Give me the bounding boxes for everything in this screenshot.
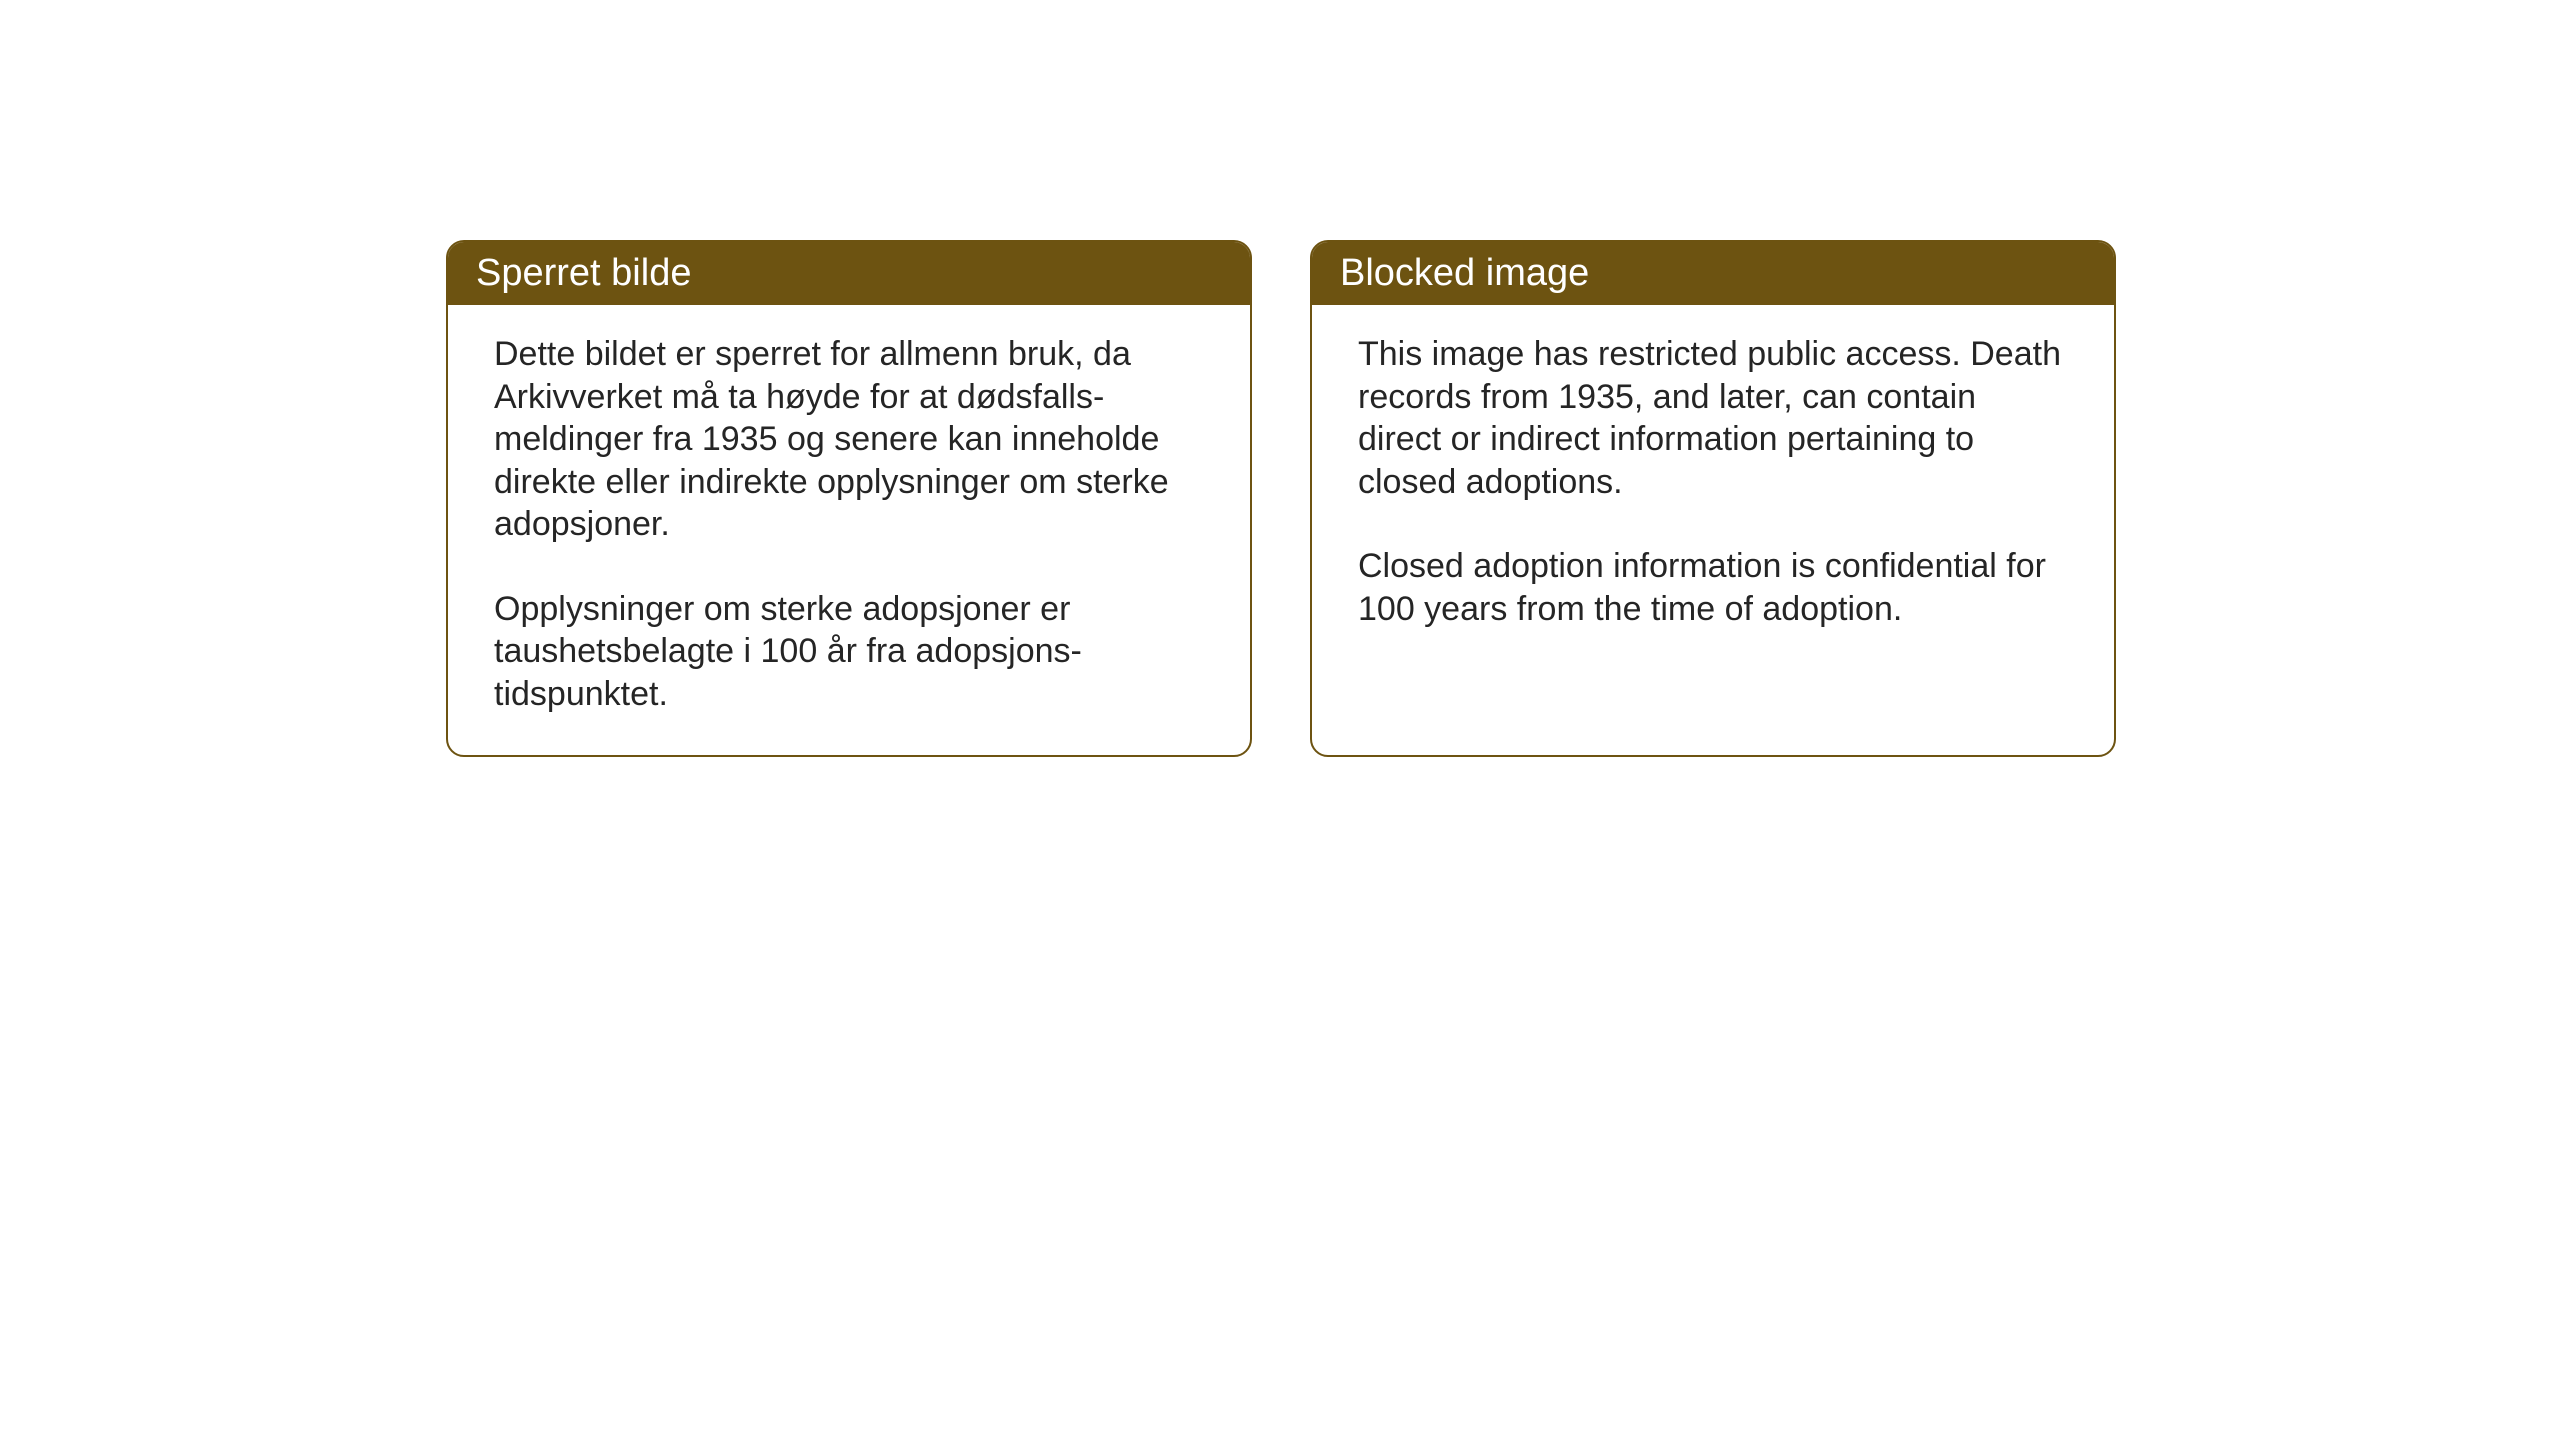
norwegian-card-header: Sperret bilde [448,242,1250,305]
norwegian-card-title: Sperret bilde [476,252,691,294]
norwegian-notice-card: Sperret bilde Dette bildet er sperret fo… [446,240,1252,757]
notice-container: Sperret bilde Dette bildet er sperret fo… [446,240,2116,757]
english-card-header: Blocked image [1312,242,2114,305]
english-card-title: Blocked image [1340,252,1589,294]
english-notice-card: Blocked image This image has restricted … [1310,240,2116,757]
english-paragraph-2: Closed adoption information is confident… [1358,545,2068,630]
english-paragraph-1: This image has restricted public access.… [1358,333,2068,503]
norwegian-paragraph-2: Opplysninger om sterke adopsjoner er tau… [494,588,1204,716]
norwegian-paragraph-1: Dette bildet er sperret for allmenn bruk… [494,333,1204,546]
english-card-body: This image has restricted public access.… [1312,305,2114,670]
norwegian-card-body: Dette bildet er sperret for allmenn bruk… [448,305,1250,755]
